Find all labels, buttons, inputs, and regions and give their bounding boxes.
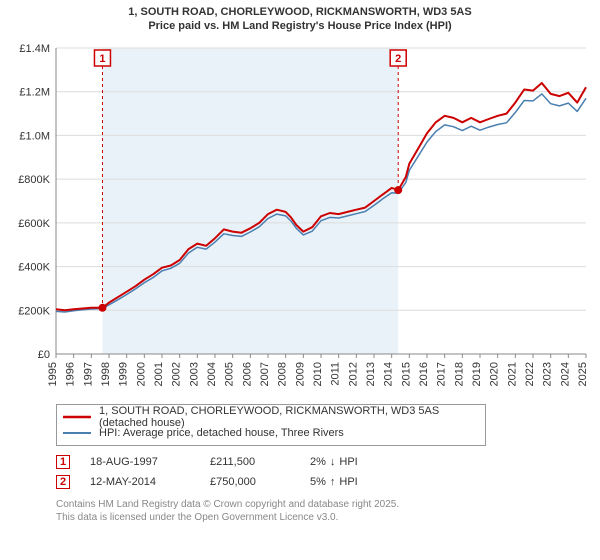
svg-text:£1.4M: £1.4M (19, 43, 50, 55)
svg-text:2014: 2014 (383, 362, 395, 386)
title-line-2: Price paid vs. HM Land Registry's House … (10, 20, 590, 34)
svg-text:2000: 2000 (135, 362, 147, 386)
sale-date: 12-MAY-2014 (90, 476, 210, 488)
sale-diff: 2% ↓ HPI (310, 456, 358, 468)
sale-diff: 5% ↑ HPI (310, 476, 358, 488)
svg-text:2013: 2013 (365, 362, 377, 386)
sale-price: £750,000 (210, 476, 310, 488)
svg-text:£1.0M: £1.0M (19, 130, 50, 142)
svg-text:2023: 2023 (542, 362, 554, 386)
svg-text:1997: 1997 (82, 362, 94, 386)
sale-marker-2: 2 (56, 475, 70, 489)
svg-text:1998: 1998 (100, 362, 112, 386)
svg-text:2017: 2017 (436, 362, 448, 386)
svg-text:2001: 2001 (153, 362, 165, 386)
footer-line-2: This data is licensed under the Open Gov… (56, 511, 590, 524)
line-chart: £0 £200K £400K £600K £800K £1.0M £1.2M £1.4M 199… (10, 38, 590, 398)
svg-text:2007: 2007 (259, 362, 271, 386)
arrow-down-icon: ↓ (330, 456, 336, 468)
svg-text:2004: 2004 (206, 362, 218, 386)
sale-date: 18-AUG-1997 (90, 456, 210, 468)
svg-text:2008: 2008 (277, 362, 289, 386)
legend-item-subject: 1, SOUTH ROAD, CHORLEYWOOD, RICKMANSWORT… (63, 409, 479, 425)
svg-text:2016: 2016 (418, 362, 430, 386)
svg-text:2018: 2018 (453, 362, 465, 386)
svg-text:2025: 2025 (577, 362, 589, 386)
svg-text:2024: 2024 (559, 362, 571, 386)
sale-marker-1: 1 (56, 455, 70, 469)
arrow-up-icon: ↑ (330, 476, 336, 488)
svg-text:1999: 1999 (118, 362, 130, 386)
sale-diff-pct: 5% (310, 476, 326, 488)
svg-text:2010: 2010 (312, 362, 324, 386)
sale-diff-suffix: HPI (339, 456, 357, 468)
svg-text:2006: 2006 (241, 362, 253, 386)
svg-text:£200K: £200K (18, 305, 50, 317)
sale-diff-pct: 2% (310, 456, 326, 468)
svg-text:2021: 2021 (506, 362, 518, 386)
svg-text:2015: 2015 (400, 362, 412, 386)
legend-swatch-subject (63, 410, 91, 424)
sales-row: 1 18-AUG-1997 £211,500 2% ↓ HPI (56, 452, 590, 472)
footer-line-1: Contains HM Land Registry data © Crown c… (56, 498, 590, 511)
svg-text:£800K: £800K (18, 174, 50, 186)
svg-text:£0: £0 (38, 349, 50, 361)
legend-label-subject: 1, SOUTH ROAD, CHORLEYWOOD, RICKMANSWORT… (99, 405, 479, 429)
chart-container: 1, SOUTH ROAD, CHORLEYWOOD, RICKMANSWORT… (0, 0, 600, 560)
svg-text:2022: 2022 (524, 362, 536, 386)
svg-text:2002: 2002 (171, 362, 183, 386)
chart-plot-area: £0 £200K £400K £600K £800K £1.0M £1.2M £1.4M 199… (10, 38, 590, 398)
svg-text:£600K: £600K (18, 217, 50, 229)
title-line-1: 1, SOUTH ROAD, CHORLEYWOOD, RICKMANSWORT… (10, 6, 590, 20)
svg-text:£400K: £400K (18, 261, 50, 273)
svg-text:2012: 2012 (347, 362, 359, 386)
svg-text:2011: 2011 (330, 362, 342, 386)
svg-text:2019: 2019 (471, 362, 483, 386)
svg-text:2003: 2003 (188, 362, 200, 386)
svg-text:£1.2M: £1.2M (19, 86, 50, 98)
sale-diff-suffix: HPI (339, 476, 357, 488)
chart-legend: 1, SOUTH ROAD, CHORLEYWOOD, RICKMANSWORT… (56, 404, 486, 446)
chart-title: 1, SOUTH ROAD, CHORLEYWOOD, RICKMANSWORT… (10, 6, 590, 34)
chart-footer: Contains HM Land Registry data © Crown c… (56, 498, 590, 524)
sales-row: 2 12-MAY-2014 £750,000 5% ↑ HPI (56, 472, 590, 492)
legend-label-hpi: HPI: Average price, detached house, Thre… (99, 427, 344, 439)
legend-swatch-hpi (63, 426, 91, 440)
svg-text:2005: 2005 (224, 362, 236, 386)
svg-text:2020: 2020 (489, 361, 501, 385)
sales-table: 1 18-AUG-1997 £211,500 2% ↓ HPI 2 12-MAY… (56, 452, 590, 492)
svg-text:2: 2 (395, 53, 401, 65)
svg-text:1996: 1996 (65, 362, 77, 386)
svg-text:1995: 1995 (47, 362, 59, 386)
sale-price: £211,500 (210, 456, 310, 468)
svg-text:2009: 2009 (294, 362, 306, 386)
svg-text:1: 1 (99, 53, 105, 65)
